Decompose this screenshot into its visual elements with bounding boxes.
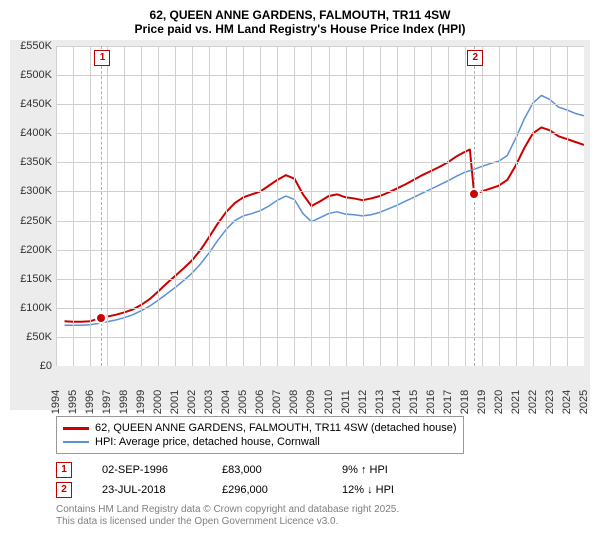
legend-swatch (63, 441, 89, 443)
event-price: £296,000 (222, 484, 312, 496)
x-tick-label: 2014 (391, 390, 403, 414)
legend-label: 62, QUEEN ANNE GARDENS, FALMOUTH, TR11 4… (95, 422, 457, 434)
event-num-icon: 1 (56, 462, 72, 478)
y-tick-label: £350K (20, 156, 52, 168)
y-tick-label: £50K (26, 331, 52, 343)
x-tick-label: 2022 (527, 390, 539, 414)
y-tick-label: £500K (20, 69, 52, 81)
legend: 62, QUEEN ANNE GARDENS, FALMOUTH, TR11 4… (56, 416, 464, 454)
x-tick-label: 1995 (67, 390, 79, 414)
x-tick-label: 2000 (152, 390, 164, 414)
y-tick-label: £0 (40, 360, 52, 372)
title-line2: Price paid vs. HM Land Registry's House … (10, 22, 590, 36)
event-date: 23-JUL-2018 (102, 484, 192, 496)
series-property (65, 127, 584, 321)
x-tick-label: 2008 (288, 390, 300, 414)
event-marker: 1 (94, 50, 110, 66)
x-tick-label: 2025 (578, 390, 590, 414)
x-tick-label: 2005 (237, 390, 249, 414)
x-tick-label: 2019 (476, 390, 488, 414)
event-row: 2 23-JUL-2018 £296,000 12% ↓ HPI (56, 480, 590, 500)
chart-container: 62, QUEEN ANNE GARDENS, FALMOUTH, TR11 4… (0, 0, 600, 532)
x-tick-label: 2007 (271, 390, 283, 414)
x-tick-label: 2010 (323, 390, 335, 414)
chart-title: 62, QUEEN ANNE GARDENS, FALMOUTH, TR11 4… (10, 8, 590, 36)
x-tick-label: 2023 (544, 390, 556, 414)
x-tick-label: 2018 (459, 390, 471, 414)
event-date: 02-SEP-1996 (102, 464, 192, 476)
footer-line1: Contains HM Land Registry data © Crown c… (56, 504, 590, 516)
x-tick-label: 2009 (305, 390, 317, 414)
legend-label: HPI: Average price, detached house, Corn… (95, 436, 320, 448)
x-tick-label: 1996 (84, 390, 96, 414)
event-num-icon: 2 (56, 482, 72, 498)
x-tick-label: 2024 (561, 390, 573, 414)
x-tick-label: 2016 (425, 390, 437, 414)
event-delta: 9% ↑ HPI (342, 464, 432, 476)
x-tick-label: 2021 (510, 390, 522, 414)
legend-swatch (63, 427, 89, 430)
x-tick-label: 1999 (135, 390, 147, 414)
plot-area: 12 (56, 46, 584, 366)
y-tick-label: £300K (20, 185, 52, 197)
event-price: £83,000 (222, 464, 312, 476)
y-tick-label: £450K (20, 98, 52, 110)
y-tick-label: £100K (20, 302, 52, 314)
x-axis: 1994199519961997199819992000200120022003… (56, 366, 584, 410)
x-tick-label: 2011 (340, 390, 352, 414)
series-hpi (65, 95, 584, 325)
title-line1: 62, QUEEN ANNE GARDENS, FALMOUTH, TR11 4… (10, 8, 590, 22)
x-tick-label: 2002 (186, 390, 198, 414)
x-tick-label: 1994 (50, 390, 62, 414)
y-tick-label: £200K (20, 244, 52, 256)
y-axis: £0£50K£100K£150K£200K£250K£300K£350K£400… (10, 46, 54, 366)
legend-row: HPI: Average price, detached house, Corn… (63, 435, 457, 449)
y-tick-label: £550K (20, 40, 52, 52)
y-tick-label: £400K (20, 127, 52, 139)
legend-row: 62, QUEEN ANNE GARDENS, FALMOUTH, TR11 4… (63, 421, 457, 435)
event-dot (95, 312, 107, 324)
x-tick-label: 2012 (357, 390, 369, 414)
y-tick-label: £150K (20, 273, 52, 285)
x-tick-label: 2001 (169, 390, 181, 414)
x-tick-label: 2020 (493, 390, 505, 414)
event-row: 1 02-SEP-1996 £83,000 9% ↑ HPI (56, 460, 590, 480)
x-tick-label: 2017 (442, 390, 454, 414)
x-tick-label: 2006 (254, 390, 266, 414)
series-svg (56, 46, 584, 366)
x-tick-label: 1997 (101, 390, 113, 414)
chart-area: £0 £50K £100K £150K £200K £250K £300K £350K £400… (10, 40, 590, 410)
x-tick-label: 2013 (374, 390, 386, 414)
event-delta: 12% ↓ HPI (342, 484, 432, 496)
footer: Contains HM Land Registry data © Crown c… (56, 504, 590, 528)
x-tick-label: 2015 (408, 390, 420, 414)
y-tick-label: £250K (20, 215, 52, 227)
x-tick-label: 2003 (203, 390, 215, 414)
footer-line2: This data is licensed under the Open Gov… (56, 516, 590, 528)
x-tick-label: 1998 (118, 390, 130, 414)
event-dot (468, 188, 480, 200)
event-marker: 2 (467, 50, 483, 66)
event-table: 1 02-SEP-1996 £83,000 9% ↑ HPI 2 23-JUL-2018 £… (56, 460, 590, 500)
x-tick-label: 2004 (220, 390, 232, 414)
